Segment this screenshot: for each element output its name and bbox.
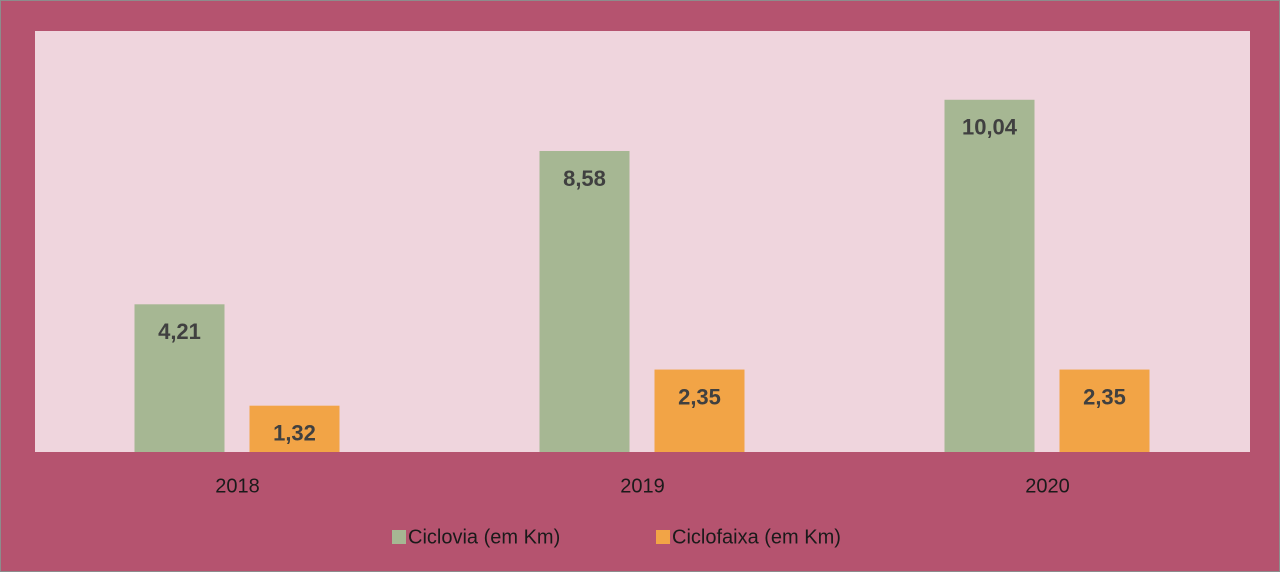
x-tick-label: 2019 bbox=[620, 475, 665, 497]
bar bbox=[654, 369, 745, 452]
legend-label: Ciclovia (em Km) bbox=[408, 526, 560, 548]
legend-swatch bbox=[392, 530, 406, 544]
bar bbox=[944, 99, 1035, 452]
data-label: 2,35 bbox=[1083, 384, 1126, 409]
x-tick-label: 2020 bbox=[1025, 475, 1070, 497]
data-label: 2,35 bbox=[678, 384, 721, 409]
data-label: 10,04 bbox=[962, 115, 1018, 140]
bar bbox=[1059, 369, 1150, 452]
data-label: 1,32 bbox=[273, 421, 316, 446]
legend-swatch bbox=[656, 530, 670, 544]
data-label: 8,58 bbox=[563, 166, 606, 191]
bar bbox=[539, 150, 630, 453]
x-tick-label: 2018 bbox=[215, 475, 260, 497]
bar bbox=[249, 405, 340, 452]
bar bbox=[134, 304, 225, 452]
plot-area bbox=[35, 31, 1250, 452]
legend-label: Ciclofaixa (em Km) bbox=[672, 526, 841, 548]
data-label: 4,21 bbox=[158, 319, 201, 344]
